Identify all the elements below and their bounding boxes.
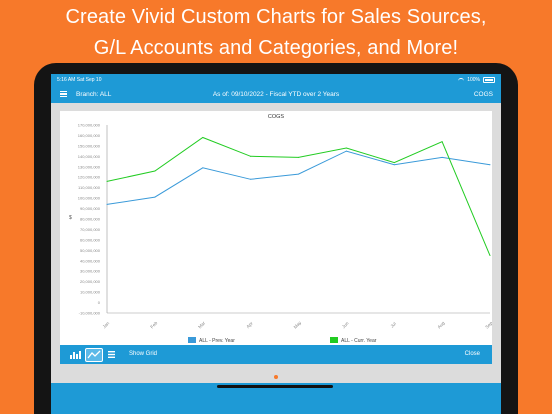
- y-tick-label: -10,000,000: [79, 311, 101, 316]
- y-tick-label: 100,000,000: [78, 196, 101, 201]
- y-tick-label: 0: [98, 300, 101, 305]
- legend-swatch: [330, 337, 338, 343]
- chart-title: COGS: [267, 114, 285, 120]
- y-tick-label: 130,000,000: [78, 164, 101, 169]
- as-of-label: As of: 09/10/2022 - Fiscal YTD over 2 Ye…: [212, 91, 340, 98]
- series-line-prev-year: [106, 150, 491, 205]
- data-point: [298, 173, 299, 175]
- data-point: [489, 255, 491, 257]
- data-point: [106, 203, 108, 205]
- data-point: [250, 178, 252, 180]
- data-point: [250, 155, 252, 157]
- y-tick-label: 110,000,000: [78, 185, 101, 190]
- x-tick-label: Feb: [149, 320, 158, 329]
- tablet-screen: 5:16 AM Sat Sep 10 100% Branch: ALL As o…: [51, 74, 501, 414]
- y-tick-label: 160,000,000: [78, 133, 101, 138]
- wifi-icon: [458, 77, 465, 83]
- battery-icon: [483, 77, 495, 83]
- page-indicator-dot: [274, 375, 278, 379]
- show-grid-button[interactable]: Show Grid: [129, 351, 158, 357]
- x-tick-label: Apr: [245, 320, 254, 329]
- battery-percent: 100%: [467, 77, 480, 83]
- legend-label: ALL - Prev. Year: [199, 338, 235, 344]
- data-point: [393, 164, 395, 166]
- data-point: [441, 141, 443, 143]
- status-time: 5:16 AM Sat Sep 10: [57, 77, 102, 83]
- close-button[interactable]: Close: [464, 351, 480, 357]
- x-tick-label: Sep: [484, 320, 492, 330]
- y-tick-label: 80,000,000: [80, 217, 101, 222]
- cogs-line-chart: 170,000,000 160,000,000 150,000,000 140,000…: [69, 123, 492, 345]
- legend-swatch: [188, 337, 196, 343]
- x-tick-label: May: [293, 320, 303, 330]
- data-point: [202, 167, 204, 169]
- data-point: [345, 147, 347, 149]
- y-tick-label: 170,000,000: [78, 123, 101, 128]
- y-tick-label: 140,000,000: [78, 154, 101, 159]
- data-point: [154, 170, 156, 172]
- home-indicator[interactable]: [217, 385, 333, 388]
- nav-bar: Branch: ALL As of: 09/10/2022 - Fiscal Y…: [51, 86, 501, 103]
- x-tick-label: Aug: [436, 320, 446, 330]
- x-tick-label: Jan: [102, 320, 111, 329]
- promo-headline-line1: Create Vivid Custom Charts for Sales Sou…: [65, 6, 487, 28]
- x-tick-label: Mar: [197, 320, 206, 329]
- series-line-curr-year: [106, 136, 491, 256]
- y-tick-label: 20,000,000: [80, 279, 101, 284]
- data-point: [489, 164, 491, 166]
- promo-headline-line2: G/L Accounts and Categories, and More!: [93, 37, 459, 59]
- chart-card: COGS 170,000,000 160,000,000 150,000,000 14…: [60, 111, 492, 345]
- data-point: [202, 137, 204, 139]
- y-tick-label: 50,000,000: [80, 248, 101, 253]
- chart-toolbar: Show Grid Close: [60, 345, 492, 364]
- cogs-button[interactable]: COGS: [473, 91, 493, 98]
- menu-icon[interactable]: [60, 91, 67, 98]
- y-tick-label: 90,000,000: [80, 206, 101, 211]
- y-tick-label: 60,000,000: [80, 237, 101, 242]
- data-point: [106, 180, 108, 182]
- branch-label[interactable]: Branch: ALL: [76, 91, 112, 98]
- y-axis-label: $: [69, 215, 72, 221]
- x-tick-label: Jul: [389, 321, 397, 329]
- status-bar: 5:16 AM Sat Sep 10 100%: [51, 74, 501, 86]
- data-point: [393, 162, 395, 164]
- y-tick-label: 70,000,000: [80, 227, 101, 232]
- y-tick-label: 30,000,000: [80, 269, 101, 274]
- bar-chart-icon[interactable]: [70, 350, 82, 359]
- table-icon[interactable]: [108, 351, 115, 358]
- line-chart-icon[interactable]: [85, 348, 103, 362]
- y-tick-label: 120,000,000: [78, 175, 101, 180]
- bottom-strip: [51, 383, 501, 414]
- data-point: [441, 156, 443, 158]
- data-point: [298, 156, 299, 158]
- y-tick-label: 150,000,000: [78, 143, 101, 148]
- data-point: [345, 150, 347, 152]
- y-tick-label: 40,000,000: [80, 258, 101, 263]
- legend-label: ALL - Curr. Year: [341, 338, 377, 344]
- y-tick-label: 10,000,000: [80, 290, 101, 295]
- status-right: 100%: [458, 74, 495, 86]
- data-point: [154, 196, 156, 198]
- x-tick-label: Jun: [341, 320, 350, 329]
